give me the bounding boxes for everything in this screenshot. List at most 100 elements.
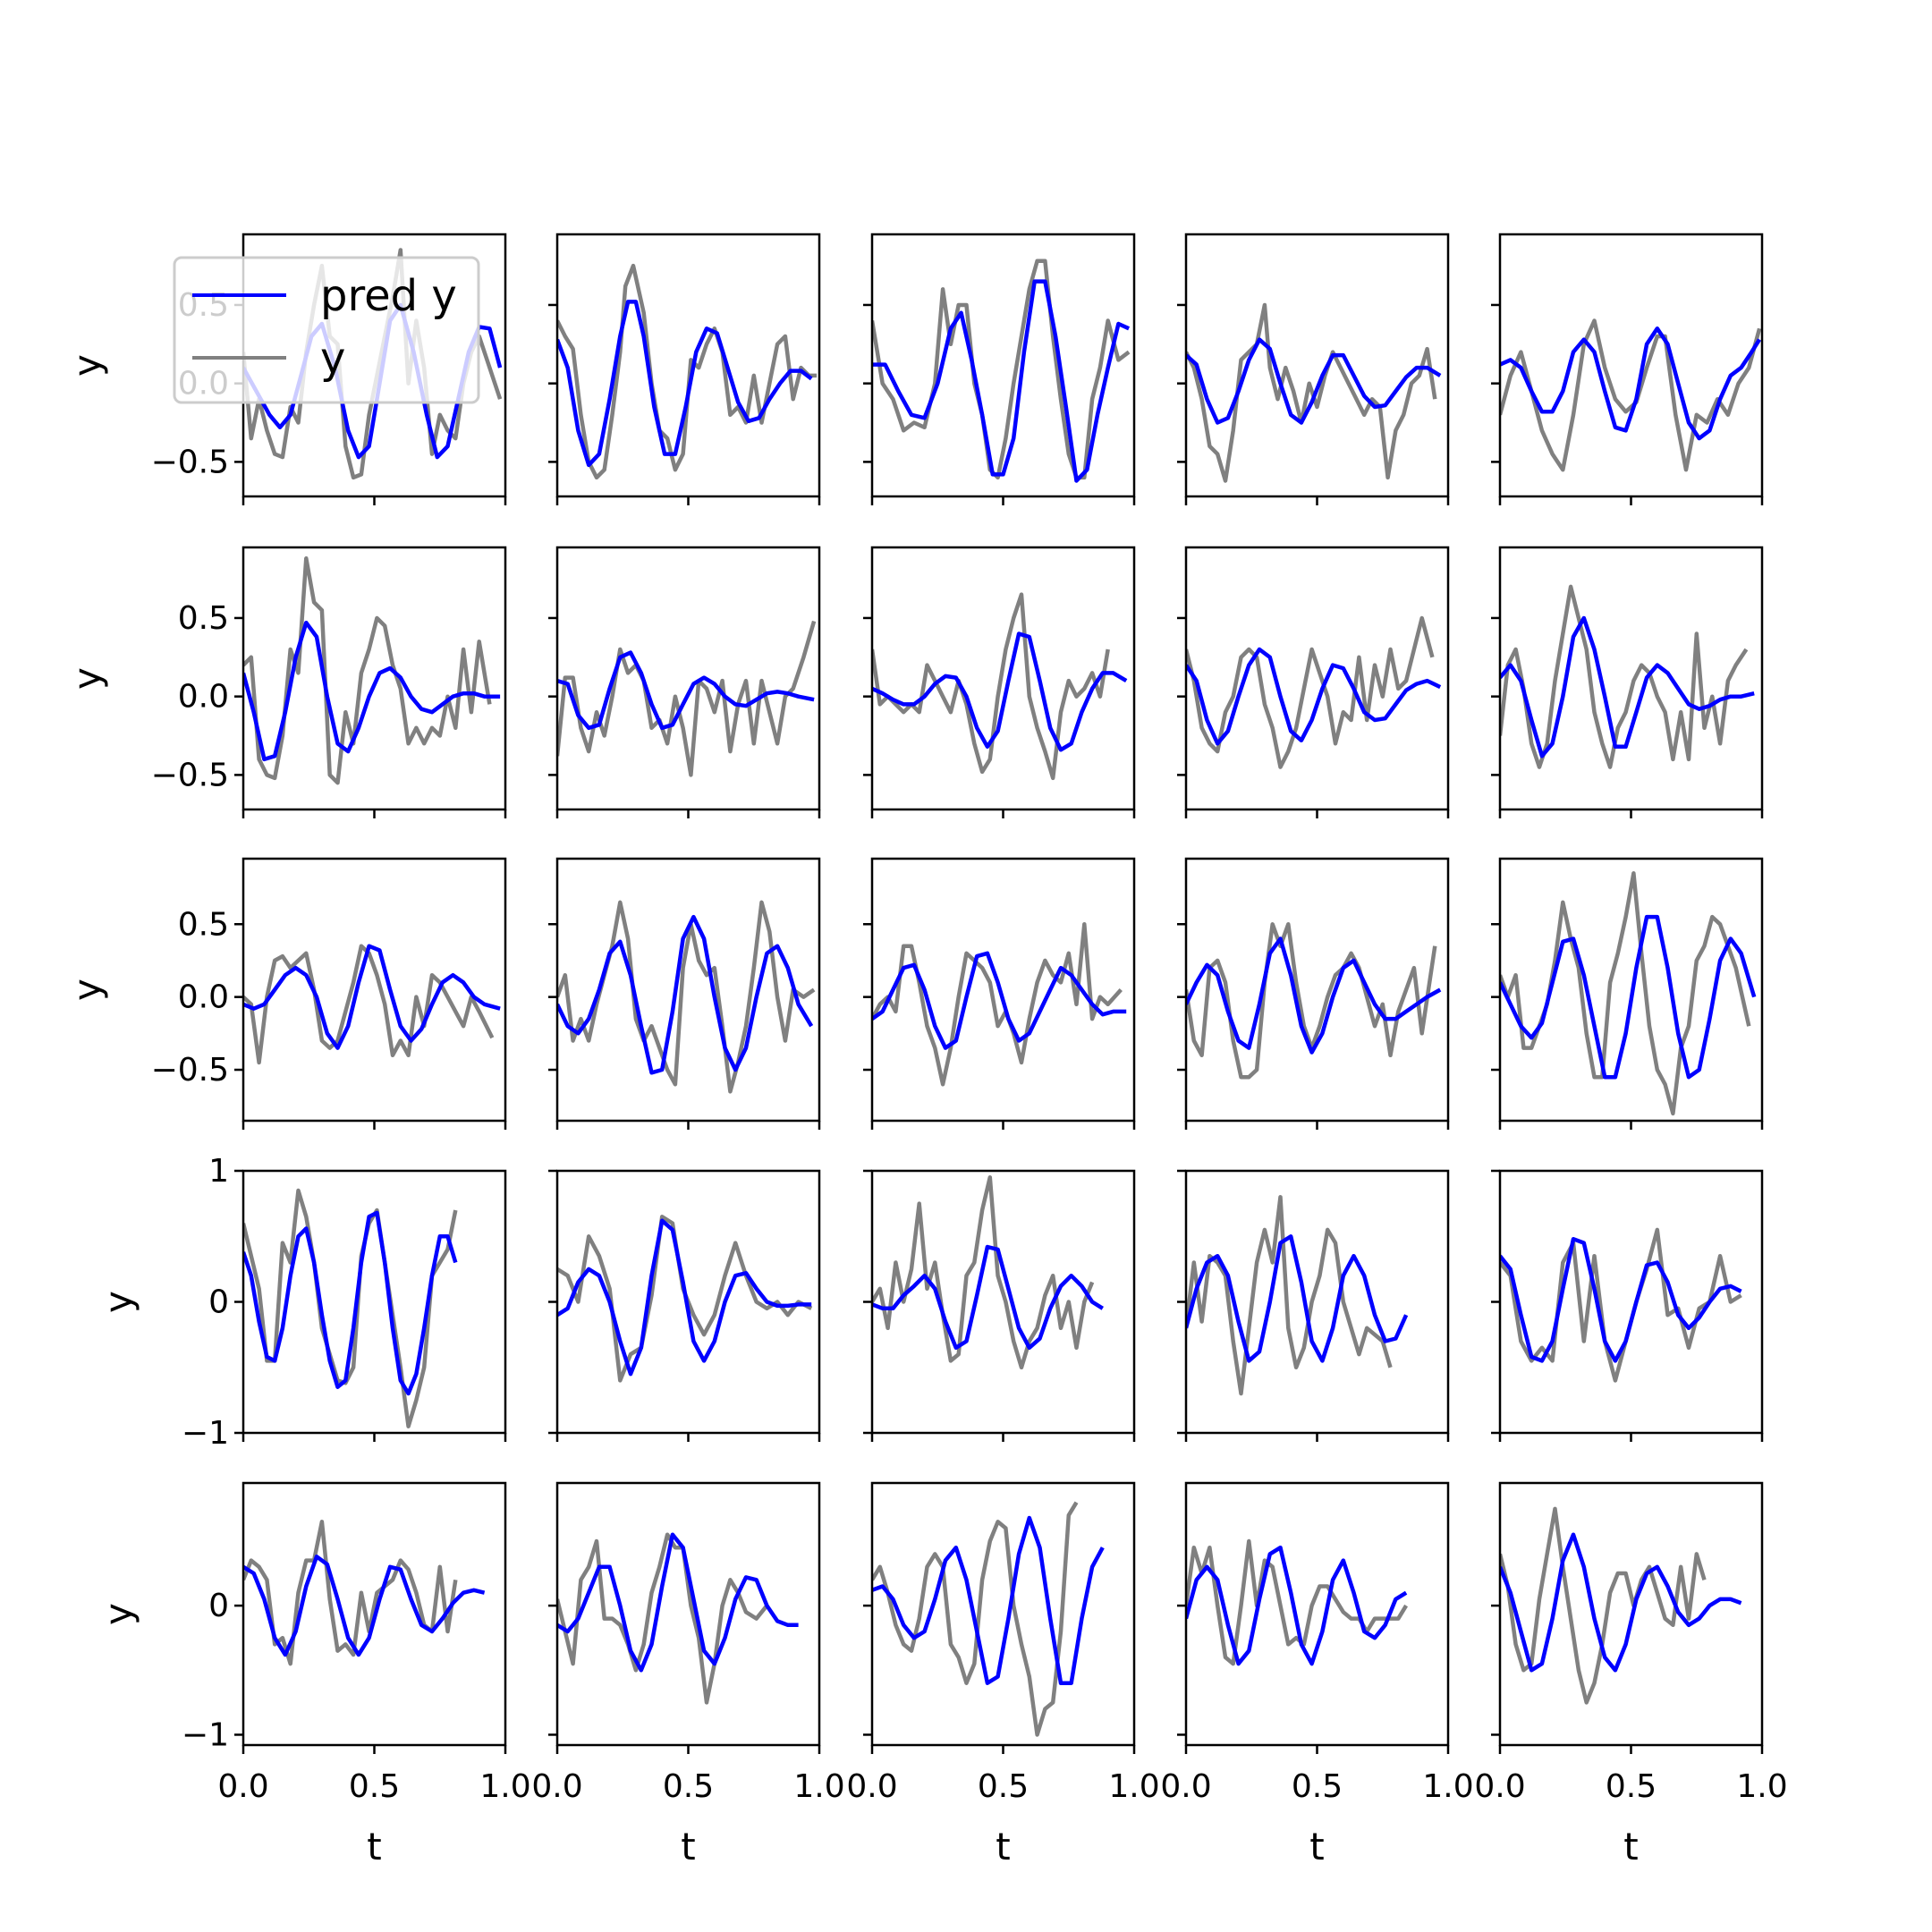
y-tick-label: −1	[182, 1716, 229, 1753]
subplot-r3-c3	[863, 857, 1136, 1130]
series-line-y	[557, 1532, 769, 1705]
legend: pred y y	[173, 256, 480, 404]
y-tick-label: −0.5	[151, 1052, 229, 1089]
x-tick-label: 1.0	[479, 1768, 530, 1805]
x-tick-label: 0.0	[217, 1768, 268, 1805]
x-tick-label: 0.5	[978, 1768, 1029, 1805]
subplot-r4-c2	[548, 1169, 821, 1442]
series-line-y	[1186, 1538, 1409, 1666]
series-line-y	[1186, 302, 1437, 483]
x-tick-label: 1.0	[1736, 1768, 1787, 1805]
series-line-pred-y	[243, 620, 501, 762]
legend-label-pred-y: pred y	[320, 271, 457, 321]
subplot-r2-c1: −0.5 0.0 0.5 y	[65, 546, 507, 818]
subplot-r5-c4: 0.0 0.5 1.0 t	[1160, 1481, 1474, 1868]
y-tick-label: −0.5	[151, 757, 229, 793]
series-line-y	[243, 944, 495, 1065]
x-tick-label: 0.0	[1474, 1768, 1525, 1805]
series-line-y	[872, 258, 1131, 480]
series-line-y	[1186, 615, 1435, 769]
series-line-pred-y	[872, 631, 1128, 752]
series-line-y	[1500, 1227, 1742, 1383]
x-tick-label: 0.5	[1292, 1768, 1343, 1805]
x-tick-label: 0.0	[846, 1768, 897, 1805]
series-line-y	[1500, 318, 1762, 472]
y-axis-label: y	[65, 354, 109, 377]
subplot-r4-c4	[1177, 1169, 1450, 1442]
series-line-pred-y	[557, 650, 815, 731]
series-line-pred-y	[1186, 1234, 1409, 1363]
x-axis-label: t	[367, 1825, 381, 1868]
series-line-y	[872, 922, 1123, 1087]
subplot-r3-c2	[548, 857, 821, 1130]
x-tick-label: 1.0	[793, 1768, 844, 1805]
series-line-pred-y	[1186, 1545, 1408, 1666]
y-axis-label: y	[97, 1603, 140, 1625]
series-line-pred-y	[872, 1244, 1104, 1351]
x-tick-label: 1.0	[1422, 1768, 1473, 1805]
series-line-pred-y	[557, 300, 813, 468]
series-line-pred-y	[1500, 914, 1757, 1080]
x-tick-label: 0.5	[663, 1768, 714, 1805]
series-line-pred-y	[1186, 337, 1442, 425]
series-line-pred-y	[557, 1532, 799, 1673]
series-line-pred-y	[243, 944, 501, 1050]
y-tick-label: 0	[208, 1588, 229, 1624]
x-axis-label: t	[681, 1825, 695, 1868]
series-line-y	[1186, 1195, 1393, 1396]
subplot-r4-c5	[1491, 1169, 1764, 1442]
subplot-r4-c3	[863, 1169, 1136, 1442]
y-axis-label: y	[65, 667, 109, 690]
subplot-r1-c5	[1491, 233, 1764, 505]
subplot-r1-c2	[548, 233, 821, 505]
x-tick-label: 0.5	[349, 1768, 400, 1805]
series-line-pred-y	[557, 914, 814, 1075]
y-tick-label: 0.5	[178, 906, 229, 943]
subplot-r5-c1: −1 0 y 0.0 0.5 1.0 t	[97, 1481, 531, 1868]
series-line-pred-y	[1186, 647, 1442, 746]
series-line-y	[1500, 584, 1749, 769]
y-axis-label: y	[97, 1291, 140, 1313]
subplot-r5-c5: 0.0 0.5 1.0 t	[1474, 1481, 1788, 1868]
x-tick-label: 0.0	[1160, 1768, 1211, 1805]
y-tick-label: 0	[208, 1284, 229, 1321]
x-tick-label: 1.0	[1108, 1768, 1159, 1805]
subplot-r3-c5	[1491, 857, 1764, 1130]
subplot-r2-c5	[1491, 546, 1764, 818]
subplot-r1-c3	[863, 233, 1136, 505]
y-tick-label: 0.0	[178, 679, 229, 716]
subplot-r4-c1: −1 0 1 y	[97, 1153, 507, 1452]
series-line-pred-y	[243, 1210, 458, 1396]
y-tick-label: 1	[208, 1153, 229, 1190]
x-axis-label: t	[996, 1825, 1010, 1868]
y-axis-label: y	[65, 979, 109, 1001]
series-line-pred-y	[1500, 615, 1755, 758]
y-tick-label: 0.0	[178, 979, 229, 1016]
x-tick-label: 0.0	[531, 1768, 582, 1805]
series-line-pred-y	[243, 1555, 486, 1657]
series-line-pred-y	[1500, 326, 1762, 441]
x-axis-label: t	[1309, 1825, 1324, 1868]
series-line-y	[243, 248, 503, 480]
subplot-r1-c4	[1177, 233, 1450, 505]
series-line-pred-y	[872, 1515, 1105, 1685]
series-line-pred-y	[1186, 936, 1442, 1055]
subplot-r5-c2: 0.0 0.5 1.0 t	[531, 1481, 845, 1868]
series-line-pred-y	[872, 279, 1131, 483]
series-line-pred-y	[1500, 1532, 1742, 1673]
subplot-r5-c3: 0.0 0.5 1.0 t	[846, 1481, 1160, 1868]
series-line-pred-y	[557, 1218, 812, 1377]
series-line-y	[872, 1501, 1079, 1737]
y-tick-label: 0.5	[178, 600, 229, 637]
y-tick-label: −0.5	[151, 444, 229, 480]
subplot-r2-c3	[863, 546, 1136, 818]
series-line-pred-y	[1500, 1236, 1742, 1363]
legend-label-y: y	[320, 334, 345, 384]
subplot-r3-c1: −0.5 0.0 0.5 y	[65, 857, 507, 1130]
series-line-pred-y	[872, 951, 1127, 1050]
x-tick-label: 0.5	[1606, 1768, 1657, 1805]
x-axis-label: t	[1623, 1825, 1638, 1868]
subplot-r3-c4	[1177, 857, 1450, 1130]
series-line-y	[243, 1188, 458, 1428]
